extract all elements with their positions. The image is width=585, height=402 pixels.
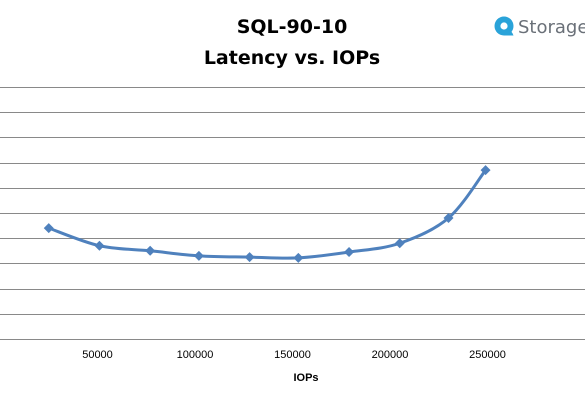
series-line [47,168,488,260]
chart-title: SQL-90-10 [237,16,348,38]
x-tick-label: 150000 [274,349,311,361]
data-point-marker [244,252,255,263]
chart-subtitle: Latency vs. IOPs [204,47,380,69]
data-point-marker [394,238,405,249]
gridlines [0,87,585,340]
data-point-marker [145,245,156,256]
x-tick-label: 200000 [372,349,409,361]
series-line-group [47,168,488,260]
x-axis-tick-labels: 50000 100000 150000 200000 250000 [82,349,506,361]
x-tick-label: 50000 [82,349,113,361]
data-point-marker [193,250,204,261]
x-tick-label: 100000 [177,349,214,361]
data-point-marker [480,165,491,176]
data-point-marker [443,213,454,224]
data-point-marker [344,247,355,258]
data-point-marker [293,252,304,263]
x-axis-title: IOPs [293,372,318,384]
x-tick-label: 250000 [469,349,506,361]
data-point-marker [43,223,54,234]
data-point-marker [94,240,105,251]
storage-logo: Storage [494,16,585,38]
series-markers [43,165,491,263]
logo-text: Storage [518,17,585,38]
storagereview-logo-icon [494,16,514,36]
